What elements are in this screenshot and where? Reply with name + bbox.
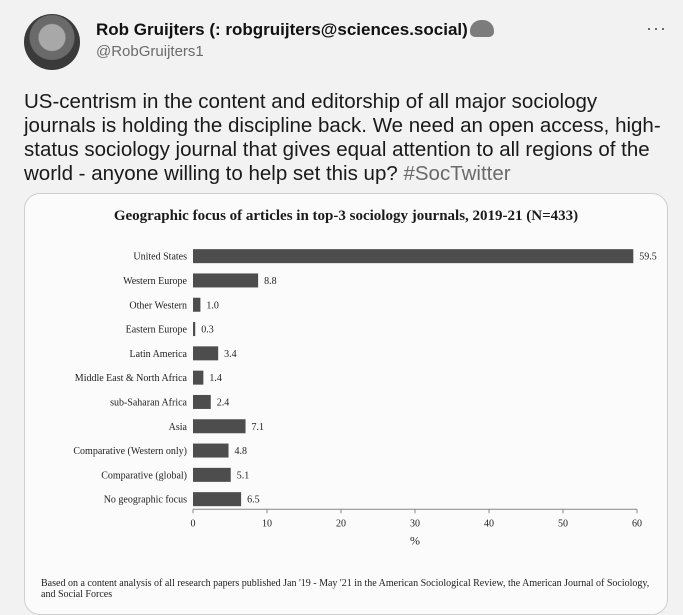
category-label: Comparative (global) bbox=[101, 470, 187, 481]
bar bbox=[193, 297, 201, 312]
value-label: 7.1 bbox=[252, 422, 264, 433]
value-label: 1.4 bbox=[209, 373, 222, 384]
x-tick-label: 50 bbox=[558, 518, 568, 529]
source-note: Based on a content analysis of all resea… bbox=[41, 578, 650, 600]
value-label: 5.1 bbox=[237, 470, 250, 481]
category-label: Middle East & North Africa bbox=[75, 373, 188, 384]
bar bbox=[193, 370, 204, 385]
more-icon[interactable]: ··· bbox=[646, 18, 667, 38]
bar bbox=[193, 249, 634, 264]
hashtag-link[interactable]: #SocTwitter bbox=[403, 162, 511, 185]
category-label: United States bbox=[133, 252, 187, 263]
bar bbox=[193, 467, 231, 482]
bar bbox=[193, 419, 246, 434]
category-label: Asia bbox=[169, 422, 188, 433]
value-label: 1.0 bbox=[206, 300, 219, 311]
value-label: 4.8 bbox=[235, 446, 248, 457]
tweet-text: US-centrism in the content and editorshi… bbox=[24, 90, 674, 186]
category-label: Comparative (Western only) bbox=[73, 446, 187, 457]
tweet-body: US-centrism in the content and editorshi… bbox=[24, 90, 661, 185]
value-label: 0.3 bbox=[201, 325, 214, 336]
x-tick-label: 40 bbox=[484, 518, 494, 529]
bar bbox=[193, 322, 196, 337]
category-label: Eastern Europe bbox=[126, 325, 188, 336]
x-tick-label: 30 bbox=[410, 518, 420, 529]
chart-title: Geographic focus of articles in top-3 so… bbox=[113, 208, 579, 224]
elephant-icon bbox=[469, 20, 494, 37]
category-label: Western Europe bbox=[123, 276, 187, 287]
bar bbox=[193, 492, 242, 507]
x-tick-label: 60 bbox=[632, 518, 642, 529]
author-handle[interactable]: @RobGruijters1 bbox=[96, 43, 204, 60]
bar bbox=[193, 273, 259, 288]
value-label: 2.4 bbox=[217, 397, 230, 408]
x-axis-label: % bbox=[410, 533, 420, 547]
avatar[interactable] bbox=[24, 14, 80, 70]
bar bbox=[193, 443, 229, 458]
value-label: 3.4 bbox=[224, 349, 237, 360]
x-tick-label: 0 bbox=[191, 518, 196, 529]
chart-image[interactable]: Geographic focus of articles in top-3 so… bbox=[24, 193, 668, 615]
category-label: Other Western bbox=[129, 300, 187, 311]
x-tick-label: 20 bbox=[336, 518, 346, 529]
bar bbox=[193, 394, 211, 409]
author-name-text: Rob Gruijters (: robgruijters@sciences.s… bbox=[96, 20, 468, 39]
bar bbox=[193, 346, 219, 361]
value-label: 59.5 bbox=[639, 252, 657, 263]
category-label: No geographic focus bbox=[104, 495, 187, 506]
category-label: Latin America bbox=[130, 349, 188, 360]
author-name[interactable]: Rob Gruijters (: robgruijters@sciences.s… bbox=[96, 20, 494, 40]
category-label: sub-Saharan Africa bbox=[110, 397, 187, 408]
value-label: 6.5 bbox=[247, 495, 260, 506]
x-tick-label: 10 bbox=[262, 518, 272, 529]
value-label: 8.8 bbox=[264, 276, 277, 287]
bar-chart: United States 59.5 Western Europe 8.8 Other … bbox=[73, 249, 657, 547]
